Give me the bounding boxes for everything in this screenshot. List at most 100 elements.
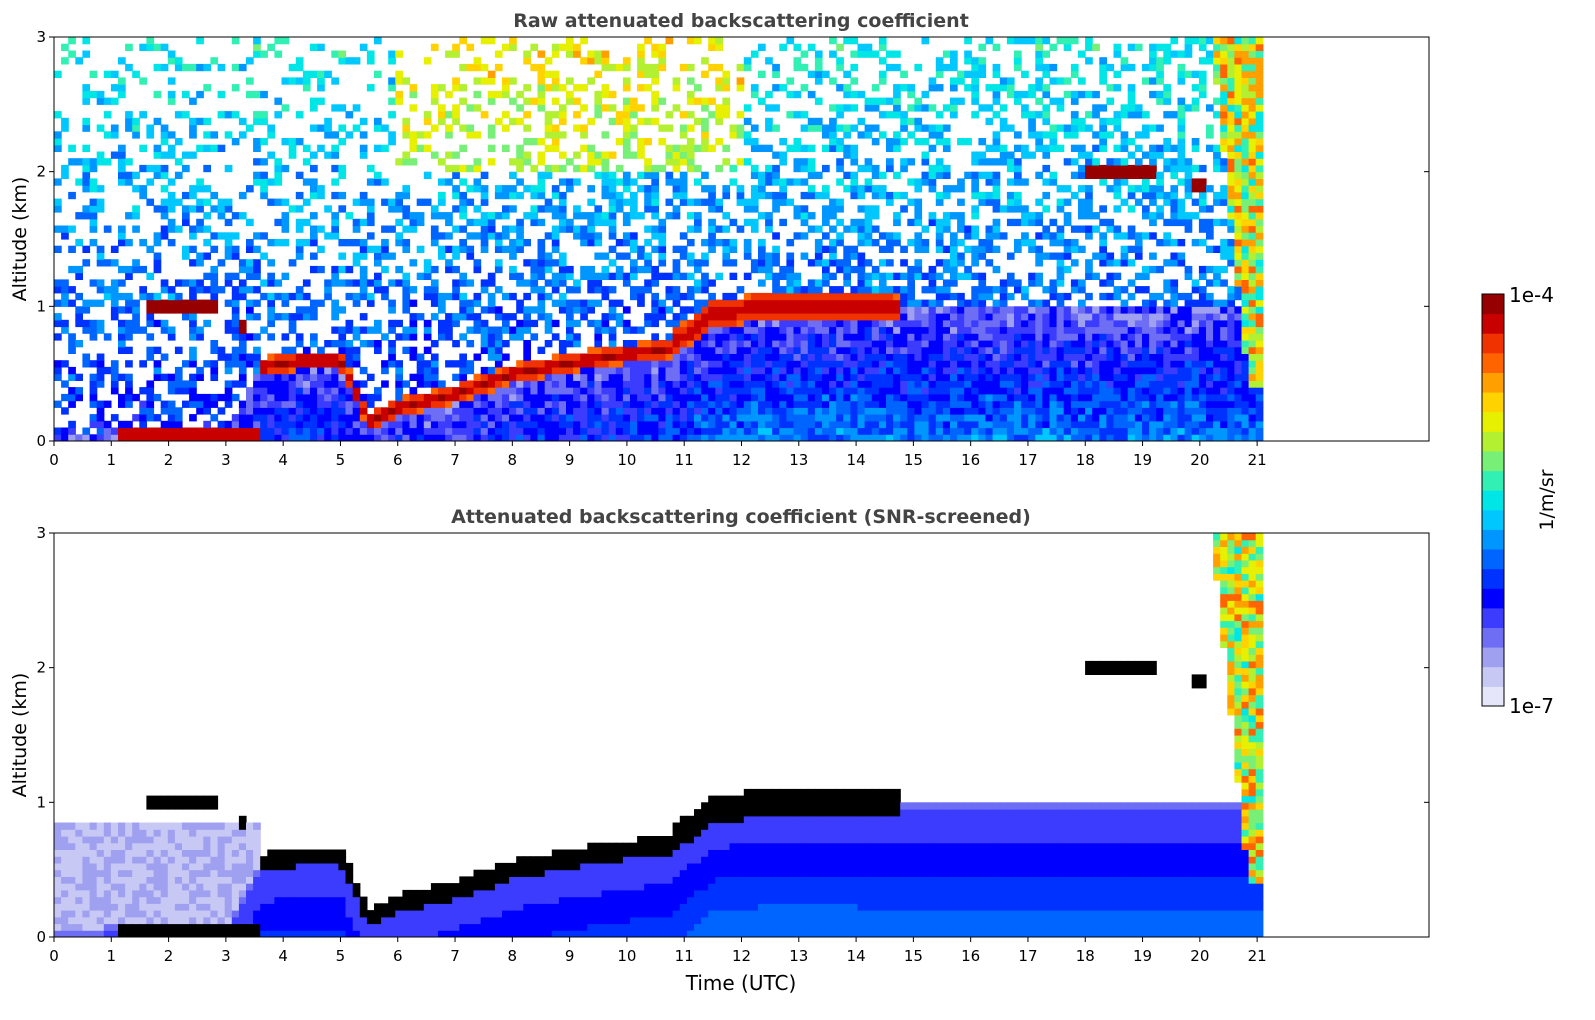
heatmap-cell — [1113, 111, 1122, 119]
heatmap-cell — [445, 292, 453, 301]
heatmap-cell — [381, 380, 389, 388]
heatmap-cell — [985, 427, 994, 435]
heatmap-cell — [402, 191, 411, 200]
heatmap-cell — [466, 124, 475, 132]
heatmap-cell — [957, 292, 965, 301]
heatmap-cell — [836, 434, 844, 441]
heatmap-cell — [736, 434, 745, 441]
heatmap-cell — [615, 380, 624, 388]
heatmap-cell — [61, 319, 69, 328]
heatmap-cell — [1035, 131, 1043, 139]
heatmap-cell — [246, 77, 254, 85]
heatmap-cell — [310, 393, 318, 402]
heatmap-cell — [196, 117, 204, 126]
heatmap-cell — [758, 326, 766, 334]
heatmap-cell — [1085, 225, 1093, 233]
heatmap-cell — [558, 407, 567, 415]
heatmap-cell — [814, 340, 823, 348]
heatmap-cell — [75, 265, 83, 274]
heatmap-cell — [395, 373, 403, 381]
heatmap-cell — [366, 198, 375, 206]
heatmap-cell — [701, 239, 709, 247]
heatmap-cell — [295, 171, 304, 179]
heatmap-cell — [907, 117, 915, 126]
heatmap-cell — [402, 225, 411, 233]
heatmap-cell — [964, 434, 972, 441]
heatmap-cell — [701, 117, 709, 126]
heatmap-cell — [708, 340, 716, 348]
heatmap-cell — [381, 407, 389, 415]
heatmap-cell — [1127, 292, 1136, 301]
heatmap-cell — [807, 333, 816, 341]
heatmap-cell — [359, 407, 368, 415]
heatmap-cell — [900, 205, 908, 213]
heatmap-cell — [622, 380, 631, 388]
heatmap-cell — [1078, 387, 1086, 395]
heatmap-cell — [1113, 124, 1122, 132]
heatmap-cell — [672, 319, 681, 328]
heatmap-cell — [459, 434, 467, 441]
heatmap-cell — [267, 124, 275, 132]
heatmap-cell — [573, 427, 581, 435]
heatmap-cell — [210, 191, 219, 200]
heatmap-cell — [850, 245, 859, 253]
heatmap-cell — [786, 333, 795, 341]
heatmap-cell — [1085, 158, 1093, 166]
heatmap-cell — [914, 326, 923, 334]
heatmap-cell — [96, 407, 105, 415]
heatmap-cell — [288, 434, 297, 441]
heatmap-cell — [786, 434, 795, 441]
heatmap-cell — [686, 407, 695, 415]
heatmap-cell — [530, 259, 539, 267]
heatmap-cell — [793, 387, 802, 395]
heatmap-cell — [971, 427, 979, 435]
heatmap-cell — [1035, 37, 1043, 45]
heatmap-cell — [1085, 393, 1093, 402]
heatmap-cell — [878, 43, 887, 51]
heatmap-cell — [701, 279, 709, 287]
heatmap-cell — [54, 427, 62, 435]
heatmap-cell — [1014, 366, 1022, 375]
heatmap-cell — [736, 380, 745, 388]
heatmap-cell — [509, 272, 517, 280]
heatmap-cell — [480, 326, 489, 334]
heatmap-cell — [1099, 366, 1107, 375]
heatmap-cell — [615, 265, 624, 274]
heatmap-cell — [708, 306, 716, 314]
heatmap-cell — [1106, 373, 1115, 381]
heatmap-cell — [487, 70, 496, 78]
heatmap-cell — [1063, 90, 1072, 99]
heatmap-cell — [686, 420, 695, 429]
heatmap-cell — [459, 299, 467, 307]
heatmap-cell — [1070, 144, 1079, 152]
heatmap-cell — [1014, 306, 1022, 314]
heatmap-cell — [814, 70, 823, 78]
heatmap-cell — [516, 434, 524, 441]
heatmap-cell — [189, 313, 197, 321]
heatmap-cell — [971, 151, 979, 159]
heatmap-cell — [637, 420, 645, 429]
heatmap-cell — [1063, 37, 1072, 45]
heatmap-cell — [800, 400, 809, 408]
heatmap-cell — [423, 400, 432, 408]
heatmap-cell — [743, 414, 752, 422]
heatmap-cell — [566, 360, 574, 368]
heatmap-cell — [878, 185, 887, 193]
heatmap-cell — [246, 427, 254, 435]
heatmap-cell — [950, 279, 958, 287]
heatmap-cell — [921, 245, 930, 253]
heatmap-cell — [608, 272, 617, 280]
heatmap-cell — [118, 171, 126, 179]
heatmap-cell — [637, 407, 645, 415]
heatmap-cell — [715, 239, 723, 247]
heatmap-cell — [530, 306, 539, 314]
heatmap-cell — [800, 164, 809, 173]
heatmap-cell — [793, 360, 802, 368]
heatmap-cell — [701, 319, 709, 328]
heatmap-cell — [1021, 393, 1029, 402]
heatmap-cell — [907, 313, 915, 321]
heatmap-cell — [445, 90, 453, 99]
heatmap-cell — [324, 151, 332, 159]
heatmap-cell — [516, 400, 524, 408]
heatmap-cell — [139, 427, 147, 435]
